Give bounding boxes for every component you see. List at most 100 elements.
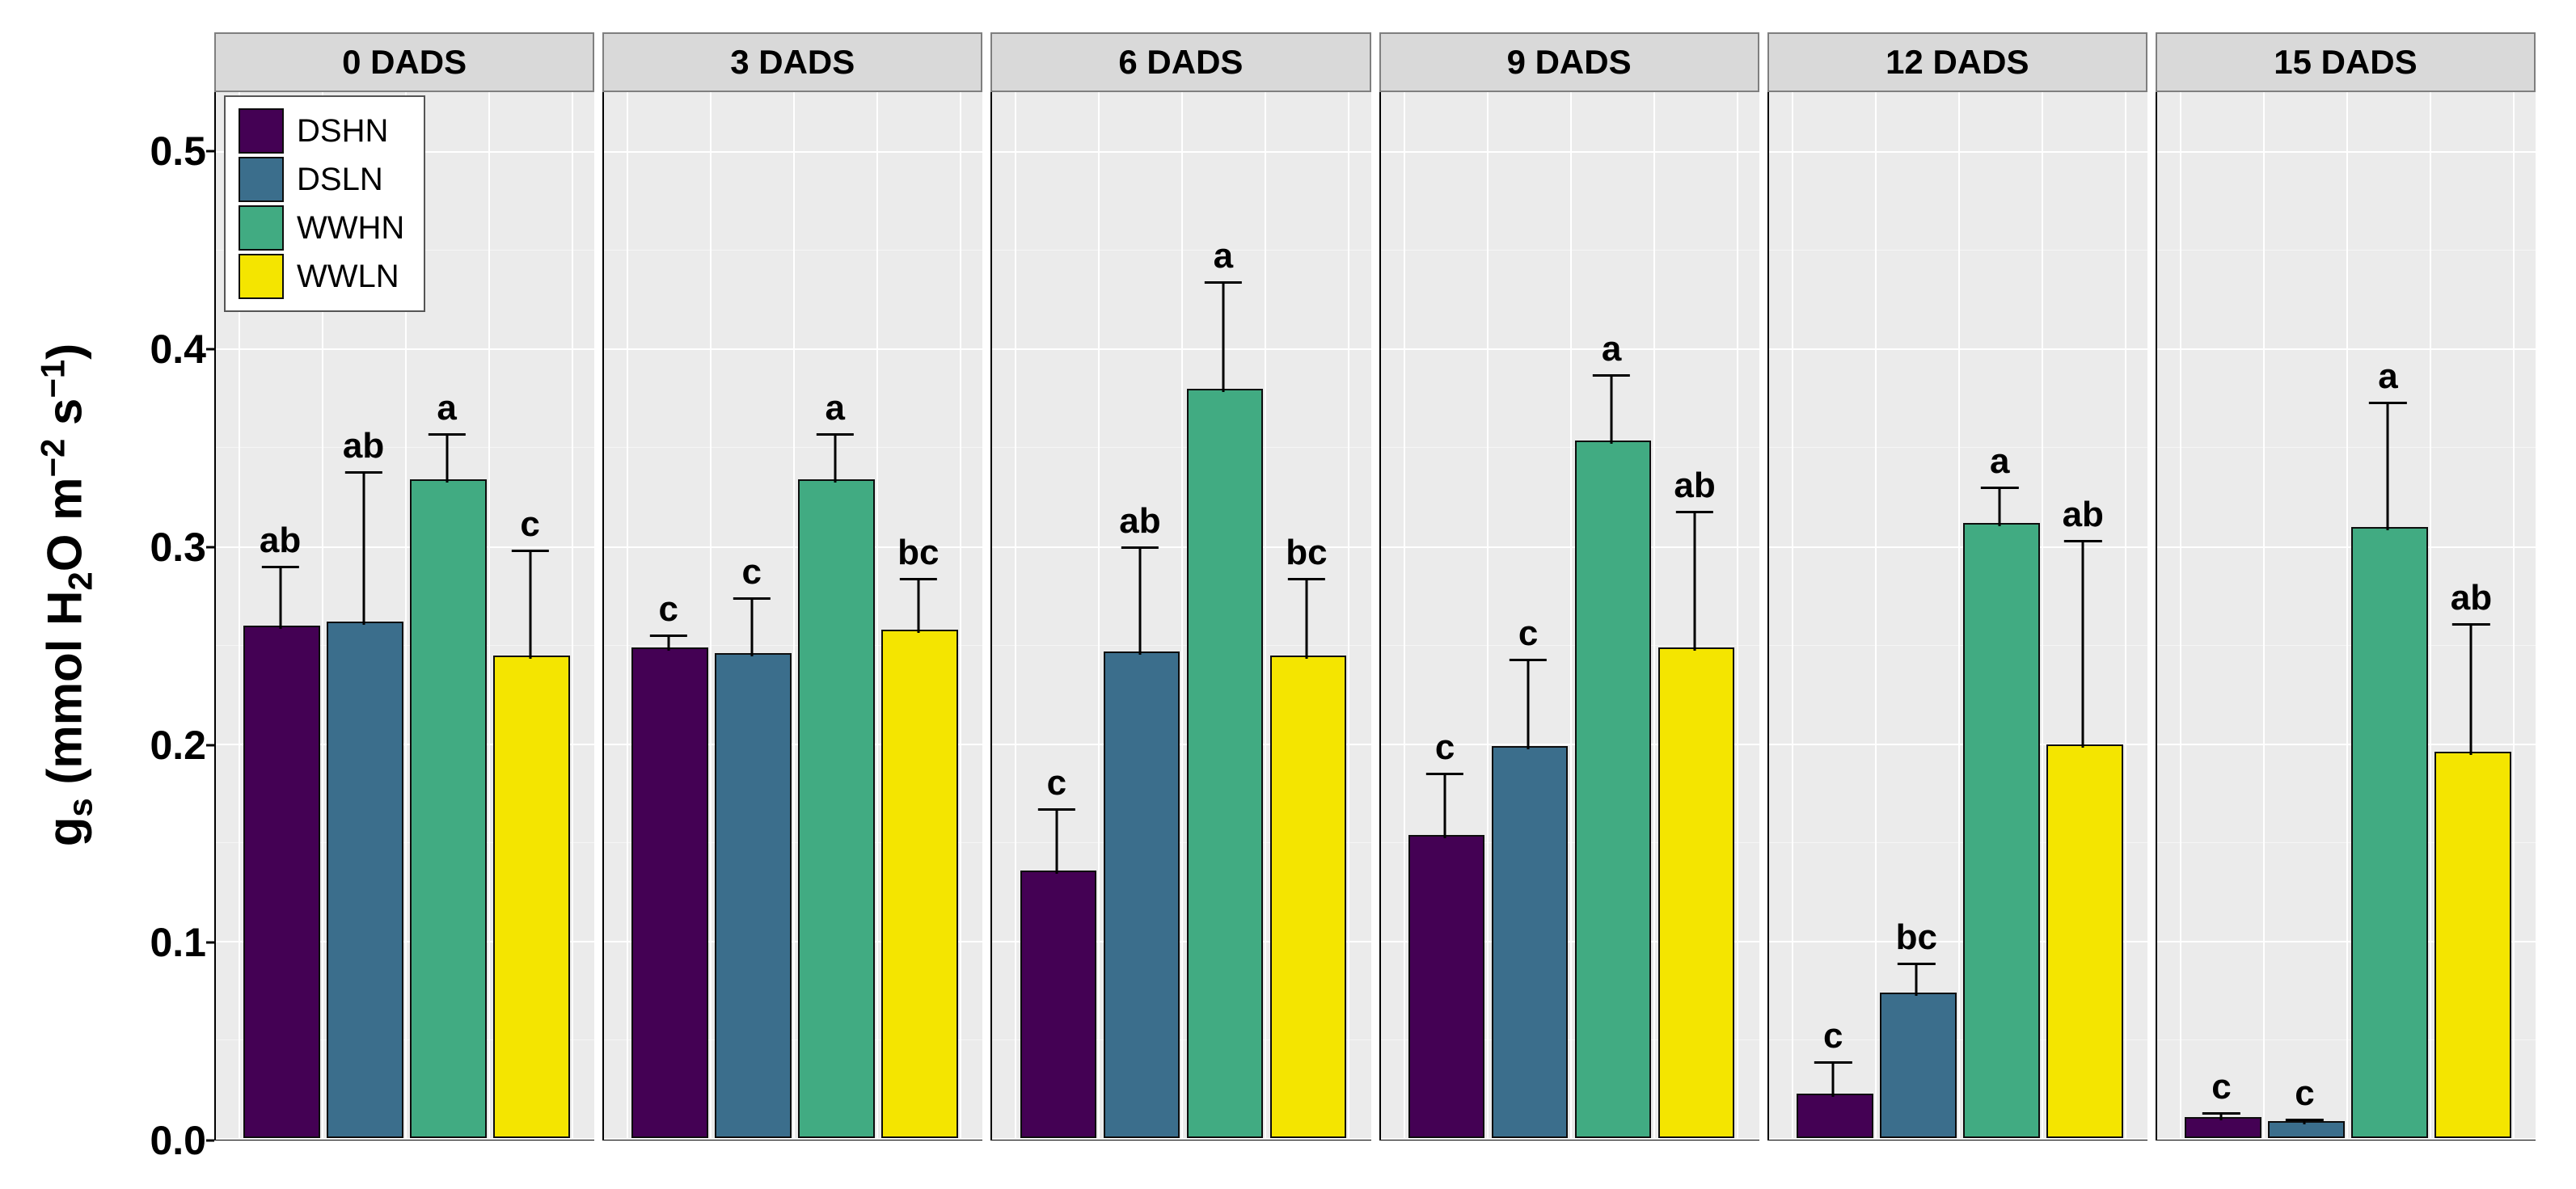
panel: 12 DADScbcaab bbox=[1767, 32, 2147, 1141]
bar-annotation: c bbox=[520, 504, 539, 545]
gridline-horizontal bbox=[216, 1138, 594, 1140]
error-bar-cap bbox=[1814, 1061, 1852, 1064]
plot-area: ccabc bbox=[602, 92, 982, 1141]
gridline-vertical bbox=[1737, 92, 1738, 1138]
gridline-vertical bbox=[710, 92, 712, 1138]
bar bbox=[1492, 746, 1569, 1138]
error-bar-stem bbox=[279, 566, 281, 629]
plot-area: cbcaab bbox=[1767, 92, 2147, 1141]
facet-strip: 6 DADS bbox=[990, 32, 1370, 92]
facet-strip: 15 DADS bbox=[2156, 32, 2536, 92]
bar-annotation: c bbox=[1435, 727, 1455, 768]
error-bar-cap bbox=[1593, 374, 1630, 377]
legend-swatch bbox=[239, 254, 284, 299]
legend-item: DSLN bbox=[239, 155, 404, 204]
bar bbox=[2046, 744, 2123, 1138]
gridline-horizontal bbox=[1381, 1138, 1759, 1140]
bar-annotation: c bbox=[1518, 613, 1538, 654]
gridline-vertical bbox=[2180, 92, 2181, 1138]
gridline-vertical bbox=[488, 92, 490, 1138]
legend-label: DSHN bbox=[297, 113, 388, 150]
gridline-vertical bbox=[1181, 92, 1183, 1138]
bar-annotation: bc bbox=[1286, 533, 1327, 573]
legend-swatch bbox=[239, 108, 284, 154]
bar bbox=[1020, 871, 1097, 1138]
bar-annotation: c bbox=[2295, 1073, 2314, 1114]
error-bar-stem bbox=[362, 471, 365, 625]
bar-annotation: c bbox=[2211, 1067, 2231, 1107]
error-bar-cap bbox=[1288, 578, 1325, 580]
error-bar-stem bbox=[1527, 659, 1530, 749]
gridline-vertical bbox=[1265, 92, 1266, 1138]
bar bbox=[1408, 835, 1485, 1138]
error-bar-stem bbox=[1999, 487, 2001, 526]
facet-strip: 0 DADS bbox=[214, 32, 594, 92]
error-bar-stem bbox=[1305, 578, 1307, 659]
bar bbox=[493, 656, 570, 1138]
bar-annotation: a bbox=[437, 388, 456, 428]
gridline-vertical bbox=[627, 92, 628, 1138]
bar bbox=[2435, 752, 2511, 1138]
gridline-vertical bbox=[2042, 92, 2043, 1138]
bar-annotation: bc bbox=[1896, 917, 1937, 958]
error-bar-cap bbox=[2452, 623, 2489, 626]
y-tick-label: 0.2 bbox=[125, 722, 206, 769]
bar bbox=[1880, 993, 1957, 1138]
plot-area: ccaab bbox=[1379, 92, 1759, 1141]
facet-strip: 12 DADS bbox=[1767, 32, 2147, 92]
error-bar-cap bbox=[1510, 659, 1547, 661]
bar bbox=[798, 479, 875, 1138]
error-bar-cap bbox=[2286, 1119, 2323, 1121]
y-tick-label: 0.4 bbox=[125, 326, 206, 373]
gridline-vertical bbox=[1958, 92, 1960, 1138]
legend-swatch bbox=[239, 205, 284, 251]
bar-annotation: ab bbox=[260, 521, 301, 561]
legend-item: WWHN bbox=[239, 204, 404, 252]
error-bar-cap bbox=[1205, 281, 1242, 284]
gridline-vertical bbox=[2513, 92, 2515, 1138]
bar bbox=[1797, 1094, 1873, 1138]
legend-item: DSHN bbox=[239, 107, 404, 155]
bar bbox=[631, 647, 708, 1138]
bar-annotation: a bbox=[1602, 329, 1621, 369]
gridline-vertical bbox=[1098, 92, 1100, 1138]
bar bbox=[243, 626, 320, 1138]
error-bar-stem bbox=[750, 597, 753, 656]
gridline-vertical bbox=[2430, 92, 2431, 1138]
gridline-vertical bbox=[793, 92, 795, 1138]
bar bbox=[410, 479, 487, 1138]
gridline-vertical bbox=[1570, 92, 1572, 1138]
legend: DSHN DSLN WWHN WWLN bbox=[224, 95, 425, 312]
legend-item: WWLN bbox=[239, 252, 404, 301]
error-bar-cap bbox=[733, 597, 771, 600]
bar bbox=[2185, 1117, 2261, 1138]
gridline-horizontal bbox=[604, 1138, 982, 1140]
bar-annotation: ab bbox=[2451, 578, 2492, 618]
gridline-vertical bbox=[2346, 92, 2348, 1138]
panel: 6 DADScababc bbox=[990, 32, 1370, 1141]
legend-label: WWHN bbox=[297, 210, 404, 247]
gridline-vertical bbox=[876, 92, 878, 1138]
panel: 0 DADSababacDSHNDSLNWWHNWWLN bbox=[214, 32, 594, 1141]
error-bar-cap bbox=[817, 433, 854, 436]
bar-annotation: c bbox=[1047, 763, 1066, 803]
error-bar-cap bbox=[1898, 963, 1935, 965]
y-tick-mark bbox=[206, 744, 214, 746]
error-bar-cap bbox=[344, 471, 382, 474]
gridline-vertical bbox=[2125, 92, 2126, 1138]
gridline-horizontal bbox=[992, 1138, 1370, 1140]
error-bar-stem bbox=[1832, 1061, 1835, 1097]
bar-annotation: a bbox=[1214, 236, 1233, 276]
chart-container: gs (mmol H2O m−2 s−1) 0.00.10.20.30.40.5… bbox=[0, 0, 2576, 1189]
gridline-vertical bbox=[1015, 92, 1016, 1138]
error-bar-stem bbox=[1611, 374, 1613, 443]
bar-annotation: a bbox=[1990, 441, 2009, 482]
bar-annotation: c bbox=[659, 589, 678, 630]
legend-swatch bbox=[239, 157, 284, 202]
error-bar-cap bbox=[2064, 540, 2101, 542]
error-bar-cap bbox=[1981, 487, 2018, 489]
error-bar-cap bbox=[261, 566, 298, 568]
error-bar-cap bbox=[2369, 402, 2406, 404]
bar bbox=[327, 622, 403, 1138]
bar bbox=[2351, 527, 2428, 1138]
